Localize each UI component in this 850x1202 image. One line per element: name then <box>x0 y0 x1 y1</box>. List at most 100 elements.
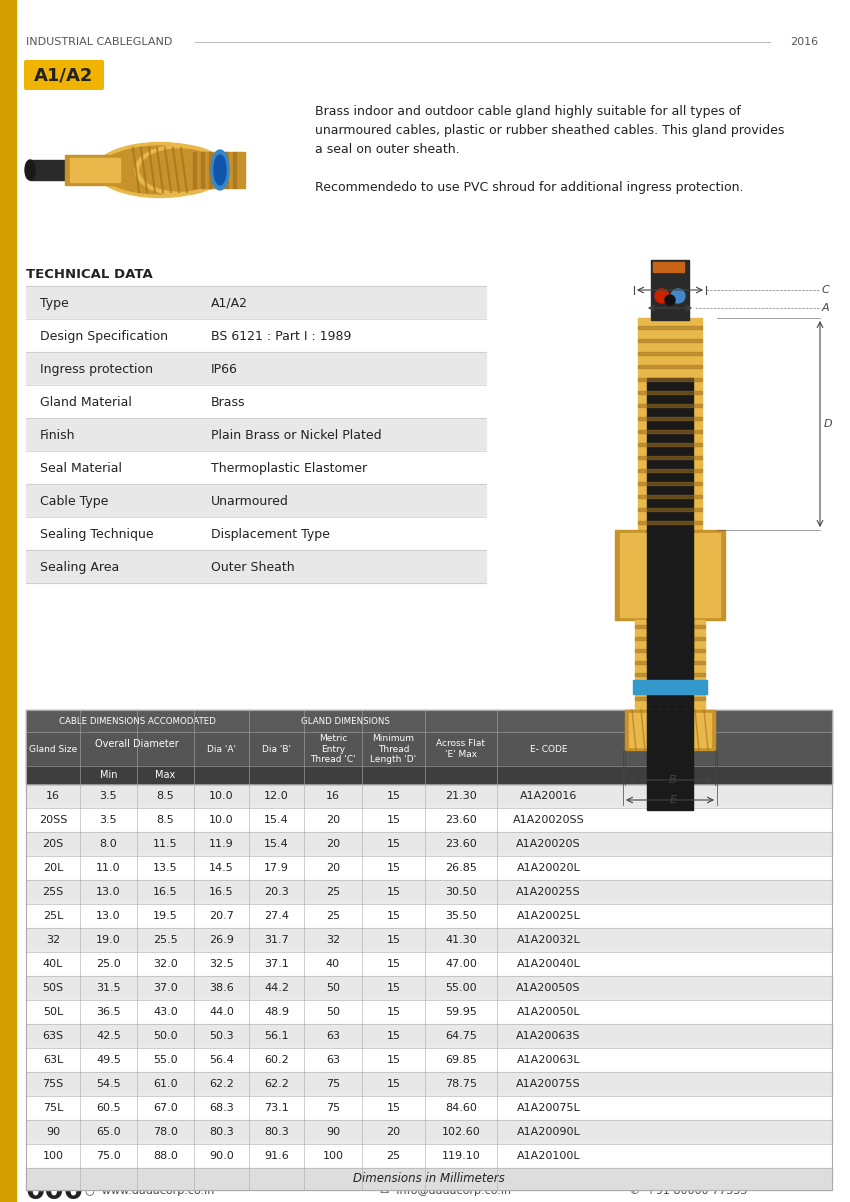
Bar <box>647 750 693 810</box>
Circle shape <box>665 294 675 305</box>
Bar <box>26 1072 832 1096</box>
Text: Sealing Area: Sealing Area <box>40 561 119 575</box>
Text: Ingress protection: Ingress protection <box>40 363 153 376</box>
Text: GLAND DIMENSIONS: GLAND DIMENSIONS <box>301 716 390 726</box>
Text: 15: 15 <box>387 815 400 825</box>
Text: 78.75: 78.75 <box>445 1079 477 1089</box>
Text: A: A <box>822 303 830 313</box>
Text: 55.0: 55.0 <box>153 1055 178 1065</box>
Text: 91.6: 91.6 <box>264 1152 289 1161</box>
Text: A1A20040L: A1A20040L <box>517 959 581 969</box>
Text: 47.00: 47.00 <box>445 959 477 969</box>
Text: 41.30: 41.30 <box>445 935 477 945</box>
Text: 20: 20 <box>326 839 340 849</box>
Bar <box>26 880 832 904</box>
Text: 44.2: 44.2 <box>264 983 289 993</box>
Text: Plain Brass or Nickel Plated: Plain Brass or Nickel Plated <box>211 429 382 442</box>
Text: 88.0: 88.0 <box>153 1152 178 1161</box>
Text: 50: 50 <box>326 1007 340 1017</box>
Text: Dia 'A': Dia 'A' <box>207 744 236 754</box>
Text: A1A20063L: A1A20063L <box>517 1055 581 1065</box>
Text: 62.2: 62.2 <box>209 1079 234 1089</box>
Text: 44.0: 44.0 <box>209 1007 234 1017</box>
Text: ✆  +91 80000 77333: ✆ +91 80000 77333 <box>630 1186 747 1196</box>
Bar <box>26 451 486 484</box>
Text: A1A20025L: A1A20025L <box>517 911 581 921</box>
Text: 32: 32 <box>326 935 340 945</box>
Text: A1A20075S: A1A20075S <box>516 1079 581 1089</box>
Bar <box>26 551 486 583</box>
Bar <box>26 976 832 1000</box>
Bar <box>26 832 832 856</box>
Ellipse shape <box>135 145 225 195</box>
Text: Thermoplastic Elastomer: Thermoplastic Elastomer <box>211 462 367 475</box>
Text: 15.4: 15.4 <box>264 815 289 825</box>
Text: 32.5: 32.5 <box>209 959 234 969</box>
Text: 15: 15 <box>387 935 400 945</box>
Text: 62.2: 62.2 <box>264 1079 289 1089</box>
Text: 25.5: 25.5 <box>153 935 178 945</box>
Text: A1A20050L: A1A20050L <box>517 1007 581 1017</box>
Text: 25.0: 25.0 <box>96 959 121 969</box>
Text: 10.0: 10.0 <box>209 791 234 801</box>
Text: E- CODE: E- CODE <box>530 744 567 754</box>
Bar <box>638 469 702 472</box>
Text: 37.0: 37.0 <box>153 983 178 993</box>
Bar <box>26 1000 832 1024</box>
Text: Sealing Technique: Sealing Technique <box>40 528 154 541</box>
Text: 12.0: 12.0 <box>264 791 289 801</box>
Text: 67.0: 67.0 <box>153 1103 178 1113</box>
Text: 25S: 25S <box>42 887 64 897</box>
Bar <box>647 620 693 710</box>
Text: Finish: Finish <box>40 429 76 442</box>
Text: Design Specification: Design Specification <box>40 331 168 343</box>
Text: Seal Material: Seal Material <box>40 462 122 475</box>
Bar <box>0 0 16 1202</box>
Text: A1A20016: A1A20016 <box>520 791 577 801</box>
Text: B: B <box>669 775 677 785</box>
Bar <box>26 517 486 551</box>
Text: 20SS: 20SS <box>39 815 67 825</box>
Text: 15: 15 <box>387 1031 400 1041</box>
Bar <box>638 391 702 394</box>
Text: A1A20075L: A1A20075L <box>517 1103 581 1113</box>
Text: 16.5: 16.5 <box>209 887 234 897</box>
Ellipse shape <box>214 155 226 185</box>
Bar <box>65 155 125 185</box>
Bar <box>638 430 702 433</box>
Text: 16: 16 <box>326 791 340 801</box>
Bar <box>26 286 486 319</box>
Text: 23.60: 23.60 <box>445 839 477 849</box>
Text: 50: 50 <box>326 983 340 993</box>
Text: 15: 15 <box>387 887 400 897</box>
Text: 90: 90 <box>326 1127 340 1137</box>
Text: 84.60: 84.60 <box>445 1103 477 1113</box>
Text: 38.6: 38.6 <box>209 983 234 993</box>
Bar <box>26 732 832 766</box>
Text: Minimum
Thread
Length 'D': Minimum Thread Length 'D' <box>371 734 416 764</box>
Bar <box>26 710 832 1190</box>
Text: 36.5: 36.5 <box>96 1007 121 1017</box>
Text: TECHNICAL DATA: TECHNICAL DATA <box>26 268 153 281</box>
Ellipse shape <box>25 160 35 180</box>
Text: 30.50: 30.50 <box>445 887 477 897</box>
Bar <box>635 697 705 700</box>
Bar <box>70 157 120 182</box>
Text: 8.0: 8.0 <box>99 839 117 849</box>
Bar <box>669 262 672 272</box>
Bar <box>638 520 702 524</box>
Bar <box>26 928 832 952</box>
Text: 20.7: 20.7 <box>209 911 234 921</box>
Bar <box>625 710 715 750</box>
Bar <box>638 417 702 419</box>
Text: 75L: 75L <box>42 1103 63 1113</box>
Text: Outer Sheath: Outer Sheath <box>211 561 295 575</box>
Bar <box>638 482 702 484</box>
Text: Dimensions in Millimeters: Dimensions in Millimeters <box>353 1172 505 1185</box>
Text: Min: Min <box>99 770 117 780</box>
Bar <box>209 151 212 188</box>
Text: 20.3: 20.3 <box>264 887 289 897</box>
Bar <box>26 808 832 832</box>
Bar <box>638 508 702 511</box>
Bar <box>225 151 228 188</box>
